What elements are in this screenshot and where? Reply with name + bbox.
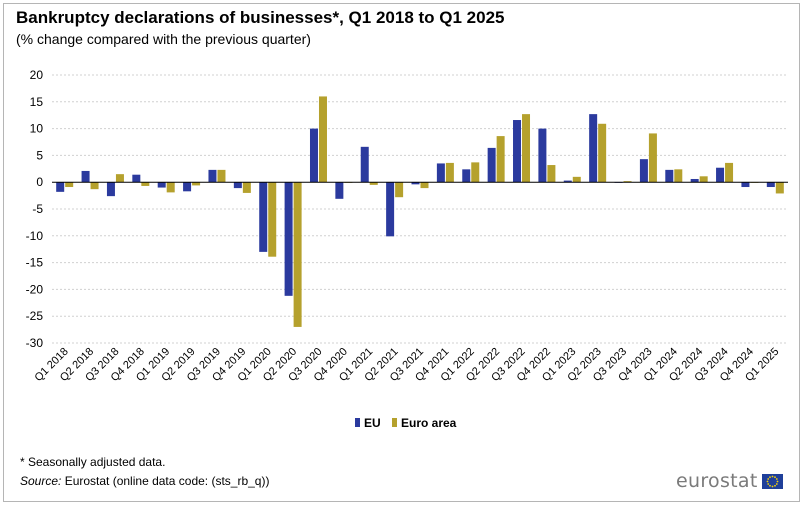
y-tick-label: 5 (36, 148, 43, 162)
bar-eu (56, 182, 65, 192)
bar-euro-area (293, 182, 302, 327)
bar-euro-area (775, 182, 784, 194)
bar-euro-area (725, 162, 734, 183)
bar-eu (183, 182, 192, 192)
bar-euro-area (192, 182, 201, 186)
y-tick-label: -25 (26, 309, 44, 323)
y-tick-label: -15 (26, 256, 44, 270)
bar-euro-area (242, 182, 251, 193)
bar-eu (81, 170, 90, 183)
chart-subtitle: (% change compared with the previous qua… (16, 31, 311, 47)
bar-eu (157, 182, 166, 188)
bar-eu (284, 182, 293, 296)
bar-euro-area (496, 136, 505, 183)
bar-eu (309, 128, 318, 183)
bar-eu (106, 182, 115, 197)
legend-euro-area-swatch (392, 418, 397, 427)
bar-euro-area (369, 182, 378, 185)
bar-euro-area (65, 182, 74, 188)
bar-euro-area (572, 176, 581, 183)
logo-text: eurostat (676, 470, 758, 492)
bar-eu (538, 128, 547, 183)
bar-euro-area (547, 165, 556, 183)
bar-euro-area (420, 182, 429, 189)
bar-eu (132, 174, 141, 183)
y-tick-label: -5 (32, 202, 43, 216)
bar-eu (716, 167, 725, 183)
bar-euro-area (623, 181, 632, 183)
bar-eu (766, 182, 775, 188)
bar-eu (665, 169, 674, 183)
legend-eu-label: EU (364, 416, 381, 430)
bar-eu (741, 182, 750, 188)
bar-euro-area (318, 96, 327, 183)
bar-eu (462, 169, 471, 183)
bar-eu (563, 180, 572, 183)
bar-eu (436, 163, 445, 183)
bar-euro-area (522, 114, 531, 183)
bar-euro-area (166, 182, 175, 193)
legend-euro-area-label: Euro area (401, 416, 457, 430)
bar-euro-area (90, 182, 99, 190)
bar-euro-area (699, 176, 708, 183)
bar-euro-area (395, 182, 404, 198)
source-line: Source: Eurostat (online data code: (sts… (20, 474, 269, 488)
eu-flag-icon (761, 473, 783, 489)
bar-eu (487, 147, 496, 183)
bar-euro-area (115, 174, 124, 183)
bar-eu (411, 182, 420, 185)
bar-eu (589, 114, 598, 183)
bar-eu (259, 182, 268, 252)
bar-eu (386, 182, 395, 237)
y-tick-label: -20 (26, 282, 44, 296)
footnote: * Seasonally adjusted data. (20, 455, 166, 469)
bar-eu (233, 182, 242, 189)
y-tick-label: -10 (26, 229, 44, 243)
bar-euro-area (598, 123, 607, 183)
y-tick-label: -30 (26, 336, 44, 350)
bar-euro-area (445, 162, 454, 183)
bar-euro-area (471, 162, 480, 183)
bar-eu (208, 169, 217, 183)
bar-euro-area (217, 169, 226, 183)
eurostat-logo: eurostat (676, 470, 783, 492)
bar-euro-area (141, 182, 150, 186)
bar-eu (335, 182, 344, 199)
bar-eu (360, 146, 369, 183)
y-tick-label: 0 (36, 175, 43, 189)
bar-euro-area (674, 169, 683, 183)
bar-eu (513, 120, 522, 183)
bar-eu (639, 159, 648, 183)
y-tick-label: 20 (30, 68, 44, 82)
legend-eu-swatch (355, 418, 360, 427)
bar-eu (690, 178, 699, 183)
y-tick-label: 10 (30, 122, 44, 136)
bar-euro-area (268, 182, 277, 257)
chart-frame (3, 3, 800, 502)
chart-title: Bankruptcy declarations of businesses*, … (16, 8, 505, 27)
source-text: Eurostat (online data code: (sts_rb_q)) (61, 474, 270, 488)
y-tick-label: 15 (30, 95, 44, 109)
bar-euro-area (648, 133, 657, 183)
source-label: Source: (20, 474, 62, 488)
